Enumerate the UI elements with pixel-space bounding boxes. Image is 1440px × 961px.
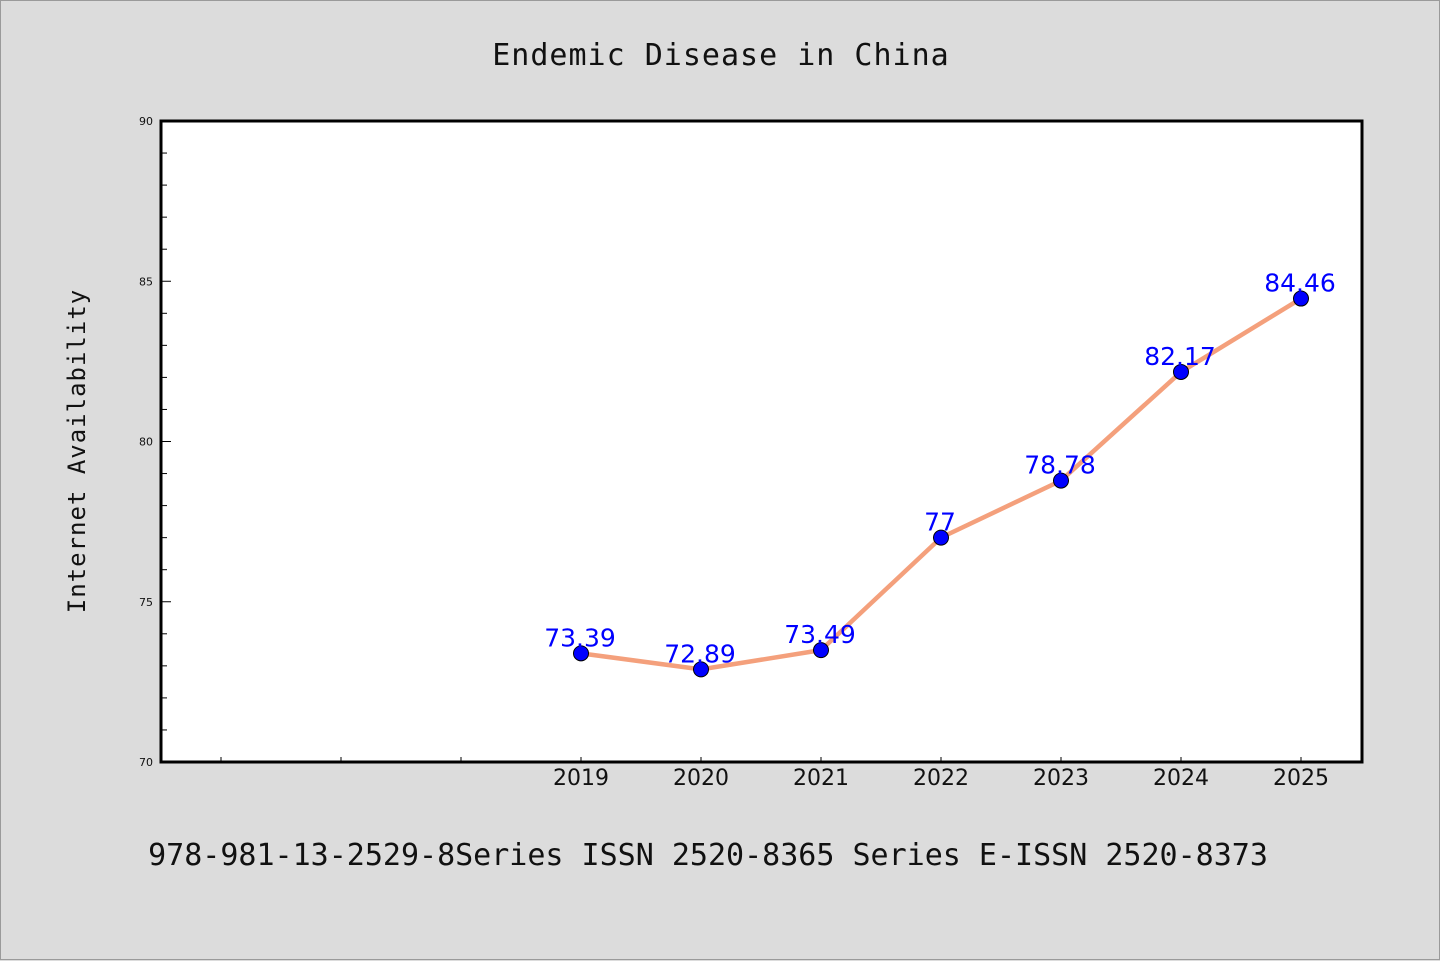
data-point — [693, 661, 709, 678]
y-tick-label: 85 — [139, 275, 153, 288]
y-tick-label: 75 — [139, 596, 153, 609]
data-label: 73.49 — [784, 620, 856, 649]
footer-isbn-issn-text: 978-981-13-2529-8Series ISSN 2520-8365 S… — [148, 838, 1268, 873]
data-labels: 73.39 72.89 73.49 77 78.78 82.17 84.46 — [544, 269, 1336, 669]
x-tick-label: 2025 — [1273, 766, 1329, 791]
x-tick-label: 2023 — [1033, 766, 1089, 791]
y-axis-ticks: 70 75 80 85 90 — [139, 115, 171, 769]
x-tick-label: 2024 — [1153, 766, 1209, 791]
data-label: 82.17 — [1144, 342, 1216, 371]
x-tick-label: 2022 — [913, 766, 969, 791]
data-point — [1293, 290, 1309, 307]
data-point — [1173, 363, 1189, 380]
data-label: 84.46 — [1264, 269, 1336, 298]
y-tick-label: 70 — [139, 756, 153, 769]
x-tick-label: 2019 — [553, 766, 609, 791]
plot-area — [159, 119, 1364, 764]
x-axis-ticks: 2019 2020 2021 2022 2023 2024 2025 — [220, 757, 1329, 791]
data-point — [813, 642, 829, 659]
data-label: 77 — [924, 508, 956, 537]
chart-title: Endemic Disease in China — [492, 38, 949, 73]
data-point — [1053, 472, 1069, 489]
series-layer — [573, 290, 1309, 678]
y-tick-label: 90 — [139, 115, 153, 128]
data-label: 72.89 — [664, 639, 736, 668]
data-label: 73.39 — [544, 623, 616, 652]
data-point — [573, 645, 589, 662]
x-tick-label: 2021 — [793, 766, 849, 791]
y-tick-label: 80 — [139, 436, 153, 449]
y-axis-label: Internet Availability — [63, 289, 91, 613]
data-point — [933, 529, 949, 546]
data-label: 78.78 — [1024, 451, 1096, 480]
x-tick-label: 2020 — [673, 766, 729, 791]
